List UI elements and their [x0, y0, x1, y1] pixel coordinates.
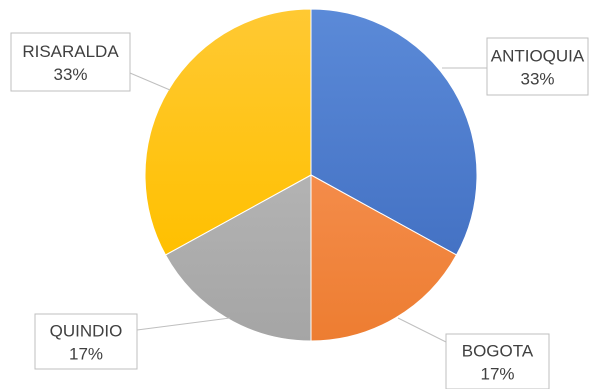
leader-line-quindio: [136, 317, 231, 331]
pie-slice-risaralda: [144, 8, 312, 256]
label-box-risaralda: [10, 32, 131, 92]
slice-percent-antioquia: 33%: [520, 70, 554, 89]
leader-line-risaralda: [129, 72, 171, 91]
leader-line-bogota: [397, 317, 447, 343]
slice-name-bogota: BOGOTA: [462, 342, 534, 361]
slice-percent-quindio: 17%: [69, 345, 103, 364]
data-label-bogota: BOGOTA 17%: [445, 333, 550, 389]
slice-percent-bogota: 17%: [480, 365, 514, 384]
leader-lines: [129, 67, 487, 343]
data-label-risaralda: RISARALDA 33%: [10, 32, 131, 92]
pie-slice-bogota: [310, 174, 458, 342]
data-label-quindio: QUINDIO 17%: [34, 313, 138, 370]
slice-name-antioquia: ANTIOQUIA: [491, 47, 585, 66]
pie-slice-antioquia: [310, 8, 478, 256]
label-box-bogota: [445, 333, 550, 389]
pie-slice-quindio: [164, 174, 312, 342]
label-box-antioquia: [486, 37, 589, 96]
label-box-quindio: [34, 313, 138, 370]
data-label-antioquia: ANTIOQUIA 33%: [486, 37, 589, 96]
slice-percent-risaralda: 33%: [53, 65, 87, 84]
pie-slices: [144, 8, 478, 342]
slice-name-quindio: QUINDIO: [50, 322, 123, 341]
data-labels: ANTIOQUIA 33% BOGOTA 17% QUINDIO 17% RISARALDA…: [10, 32, 589, 389]
slice-name-risaralda: RISARALDA: [22, 42, 119, 61]
